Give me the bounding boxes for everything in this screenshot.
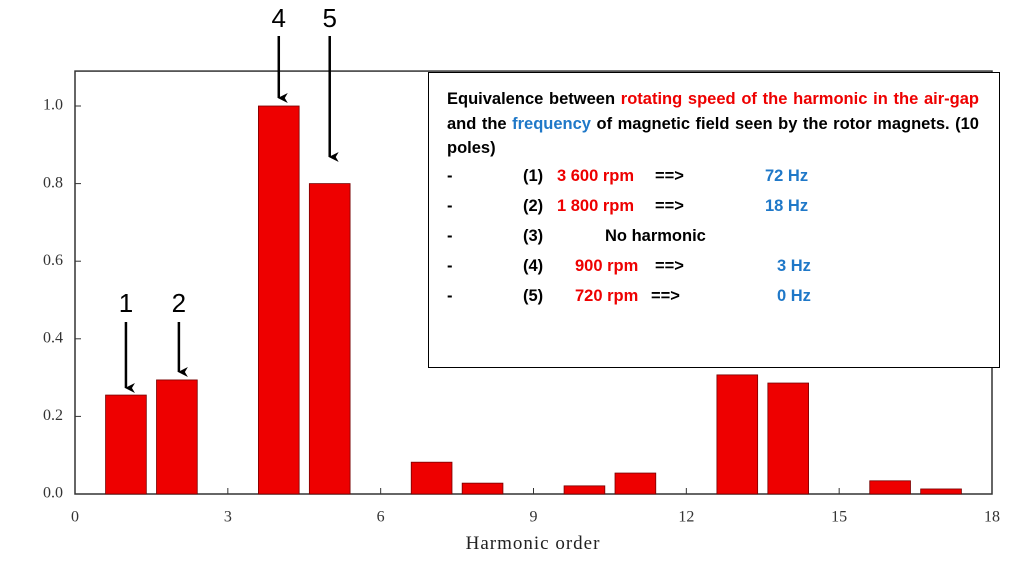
bar	[308, 183, 351, 495]
item-freq: 3 Hz	[777, 256, 811, 275]
y-tick-label: 0.2	[43, 407, 63, 424]
item-number: (5)	[523, 286, 544, 305]
info-paragraph: Equivalence between rotating speed of th…	[447, 87, 979, 161]
item-bullet: -	[447, 196, 453, 215]
bar	[614, 472, 657, 495]
info-item: - (3) No harmonic	[447, 221, 979, 251]
item-bullet: -	[447, 166, 453, 185]
x-tick-label: 6	[377, 509, 385, 526]
info-text: of magnetic field seen by the rotor magn…	[447, 114, 984, 158]
item-speed: 1 800 rpm	[557, 196, 635, 215]
info-item: - (2) 1 800 rpm ==> 18 Hz	[447, 191, 979, 221]
bar	[156, 379, 198, 495]
item-bullet: -	[447, 256, 453, 275]
bar	[563, 485, 606, 495]
info-items: - (1) 3 600 rpm ==> 72 Hz - (2) 1 800 rpm ==> 18 …	[447, 161, 979, 311]
item-arrow: ==>	[655, 166, 684, 185]
info-text: rotating speed of the harmonic in the ai…	[620, 90, 980, 108]
y-tick-label: 0.0	[43, 485, 63, 502]
item-freq: 18 Hz	[765, 196, 809, 215]
item-speed: 3 600 rpm	[557, 166, 635, 185]
item-freq: 72 Hz	[765, 166, 809, 185]
x-tick-label: 9	[530, 509, 538, 526]
bar	[767, 382, 809, 495]
item-arrow: ==>	[655, 196, 684, 215]
annotation-label: 1	[119, 288, 133, 318]
x-tick-label: 12	[678, 509, 694, 526]
item-arrow: ==>	[655, 256, 684, 275]
item-arrow: ==>	[651, 286, 680, 305]
y-tick-label: 1.0	[43, 97, 63, 114]
bar	[920, 488, 962, 495]
info-text: Equivalence between	[447, 90, 621, 108]
bar	[869, 480, 911, 495]
item-bullet: -	[447, 286, 453, 305]
item-number: (4)	[523, 256, 544, 275]
info-text: and the	[447, 90, 984, 133]
info-item: - (4) 900 rpm ==> 3 Hz	[447, 251, 979, 281]
y-tick-label: 0.6	[43, 252, 63, 269]
bar	[410, 461, 453, 495]
x-axis-label: Harmonic order	[466, 533, 601, 554]
item-freq: 0 Hz	[777, 286, 811, 305]
bar	[105, 394, 147, 495]
item-speed: 900 rpm	[575, 256, 639, 275]
x-tick-label: 18	[984, 509, 1000, 526]
item-number: (3)	[523, 226, 544, 245]
bar	[716, 374, 759, 495]
annotation-label: 2	[172, 288, 186, 318]
bar	[461, 482, 504, 495]
item-bullet: -	[447, 226, 453, 245]
item-number: (2)	[523, 196, 544, 215]
info-text: frequency	[512, 114, 591, 133]
item-number: (1)	[523, 166, 544, 185]
annotation-label: 5	[322, 3, 336, 33]
x-tick-label: 15	[831, 509, 847, 526]
y-tick-label: 0.4	[43, 329, 63, 346]
x-tick-label: 3	[224, 509, 232, 526]
y-tick-label: 0.8	[43, 174, 63, 191]
item-note: No harmonic	[605, 226, 706, 245]
annotation-label: 4	[272, 3, 286, 33]
info-box: Equivalence between rotating speed of th…	[428, 72, 1000, 368]
info-item: - (5) 720 rpm ==> 0 Hz	[447, 281, 979, 311]
bar	[257, 105, 300, 495]
info-item: - (1) 3 600 rpm ==> 72 Hz	[447, 161, 979, 191]
item-speed: 720 rpm	[575, 286, 639, 305]
x-tick-label: 0	[71, 509, 79, 526]
